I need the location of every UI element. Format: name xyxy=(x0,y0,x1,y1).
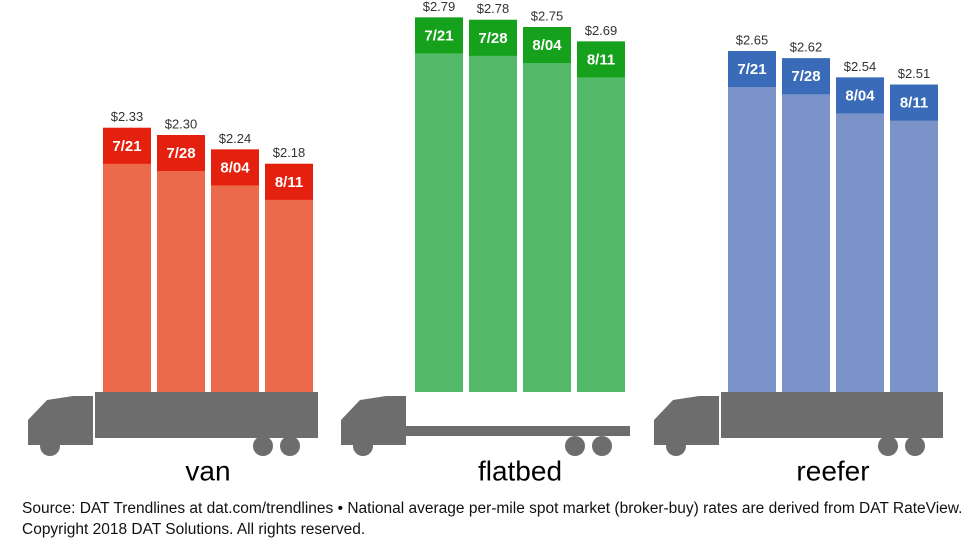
value-label: $2.18 xyxy=(273,145,306,160)
bar-header xyxy=(265,163,313,200)
value-label: $2.65 xyxy=(736,32,769,47)
value-label: $2.54 xyxy=(844,59,877,74)
bar-header xyxy=(103,127,151,164)
wheel xyxy=(253,436,273,456)
bar-header xyxy=(782,58,830,95)
truck-cab xyxy=(654,396,719,445)
chart: 7/21 $2.33 7/28 $2.30 8/04 $2.24 8/11 $2.18 van 7… xyxy=(28,0,943,486)
wheel xyxy=(666,436,686,456)
value-label: $2.33 xyxy=(111,109,144,124)
bar-header xyxy=(415,17,463,54)
date-label: 7/28 xyxy=(166,145,195,162)
value-label: $2.62 xyxy=(790,40,823,55)
bar-header xyxy=(523,27,571,63)
bar-header xyxy=(157,135,205,171)
date-label: 8/04 xyxy=(532,37,562,54)
group-title: van xyxy=(185,455,230,486)
value-label: $2.78 xyxy=(477,1,510,16)
trailer xyxy=(721,392,943,438)
source-note: Source: DAT Trendlines at dat.com/trendl… xyxy=(22,500,963,538)
truck-cab xyxy=(341,396,406,445)
bar xyxy=(469,19,517,393)
bar-header xyxy=(577,41,625,78)
date-label: 7/21 xyxy=(424,27,453,44)
wheel xyxy=(592,436,612,456)
date-label: 7/28 xyxy=(791,68,820,85)
date-label: 7/21 xyxy=(737,61,766,78)
value-label: $2.75 xyxy=(531,8,564,23)
wheel xyxy=(40,436,60,456)
bar xyxy=(103,127,151,393)
value-label: $2.51 xyxy=(898,66,931,81)
wheel xyxy=(565,436,585,456)
date-label: 8/04 xyxy=(220,159,250,176)
date-label: 8/04 xyxy=(845,87,875,104)
bar xyxy=(577,41,625,393)
wheel xyxy=(878,436,898,456)
bar-header xyxy=(836,77,884,114)
value-label: $2.30 xyxy=(165,116,198,131)
truck-cab xyxy=(28,396,93,445)
date-label: 7/21 xyxy=(112,138,141,155)
bar xyxy=(523,27,571,392)
wheel xyxy=(280,436,300,456)
value-label: $2.79 xyxy=(423,0,456,14)
bar xyxy=(211,149,259,392)
date-label: 7/28 xyxy=(478,30,507,47)
bar xyxy=(415,17,463,393)
group-title: reefer xyxy=(796,455,869,486)
bar xyxy=(265,163,313,392)
flatbed-deck xyxy=(406,426,630,436)
date-label: 8/11 xyxy=(587,51,615,68)
wheel xyxy=(905,436,925,456)
bar xyxy=(890,84,938,392)
bar xyxy=(157,135,205,392)
bar xyxy=(728,51,776,392)
bar xyxy=(782,58,830,392)
bar-header xyxy=(211,149,259,186)
bar-header xyxy=(890,84,938,121)
value-label: $2.69 xyxy=(585,23,618,38)
group-title: flatbed xyxy=(478,455,562,486)
date-label: 8/11 xyxy=(900,95,928,112)
trailer xyxy=(95,392,318,438)
value-label: $2.24 xyxy=(219,131,252,146)
bar-header xyxy=(728,51,776,87)
date-label: 8/11 xyxy=(275,174,303,191)
wheel xyxy=(353,436,373,456)
bar xyxy=(836,77,884,393)
bar-header xyxy=(469,19,517,56)
